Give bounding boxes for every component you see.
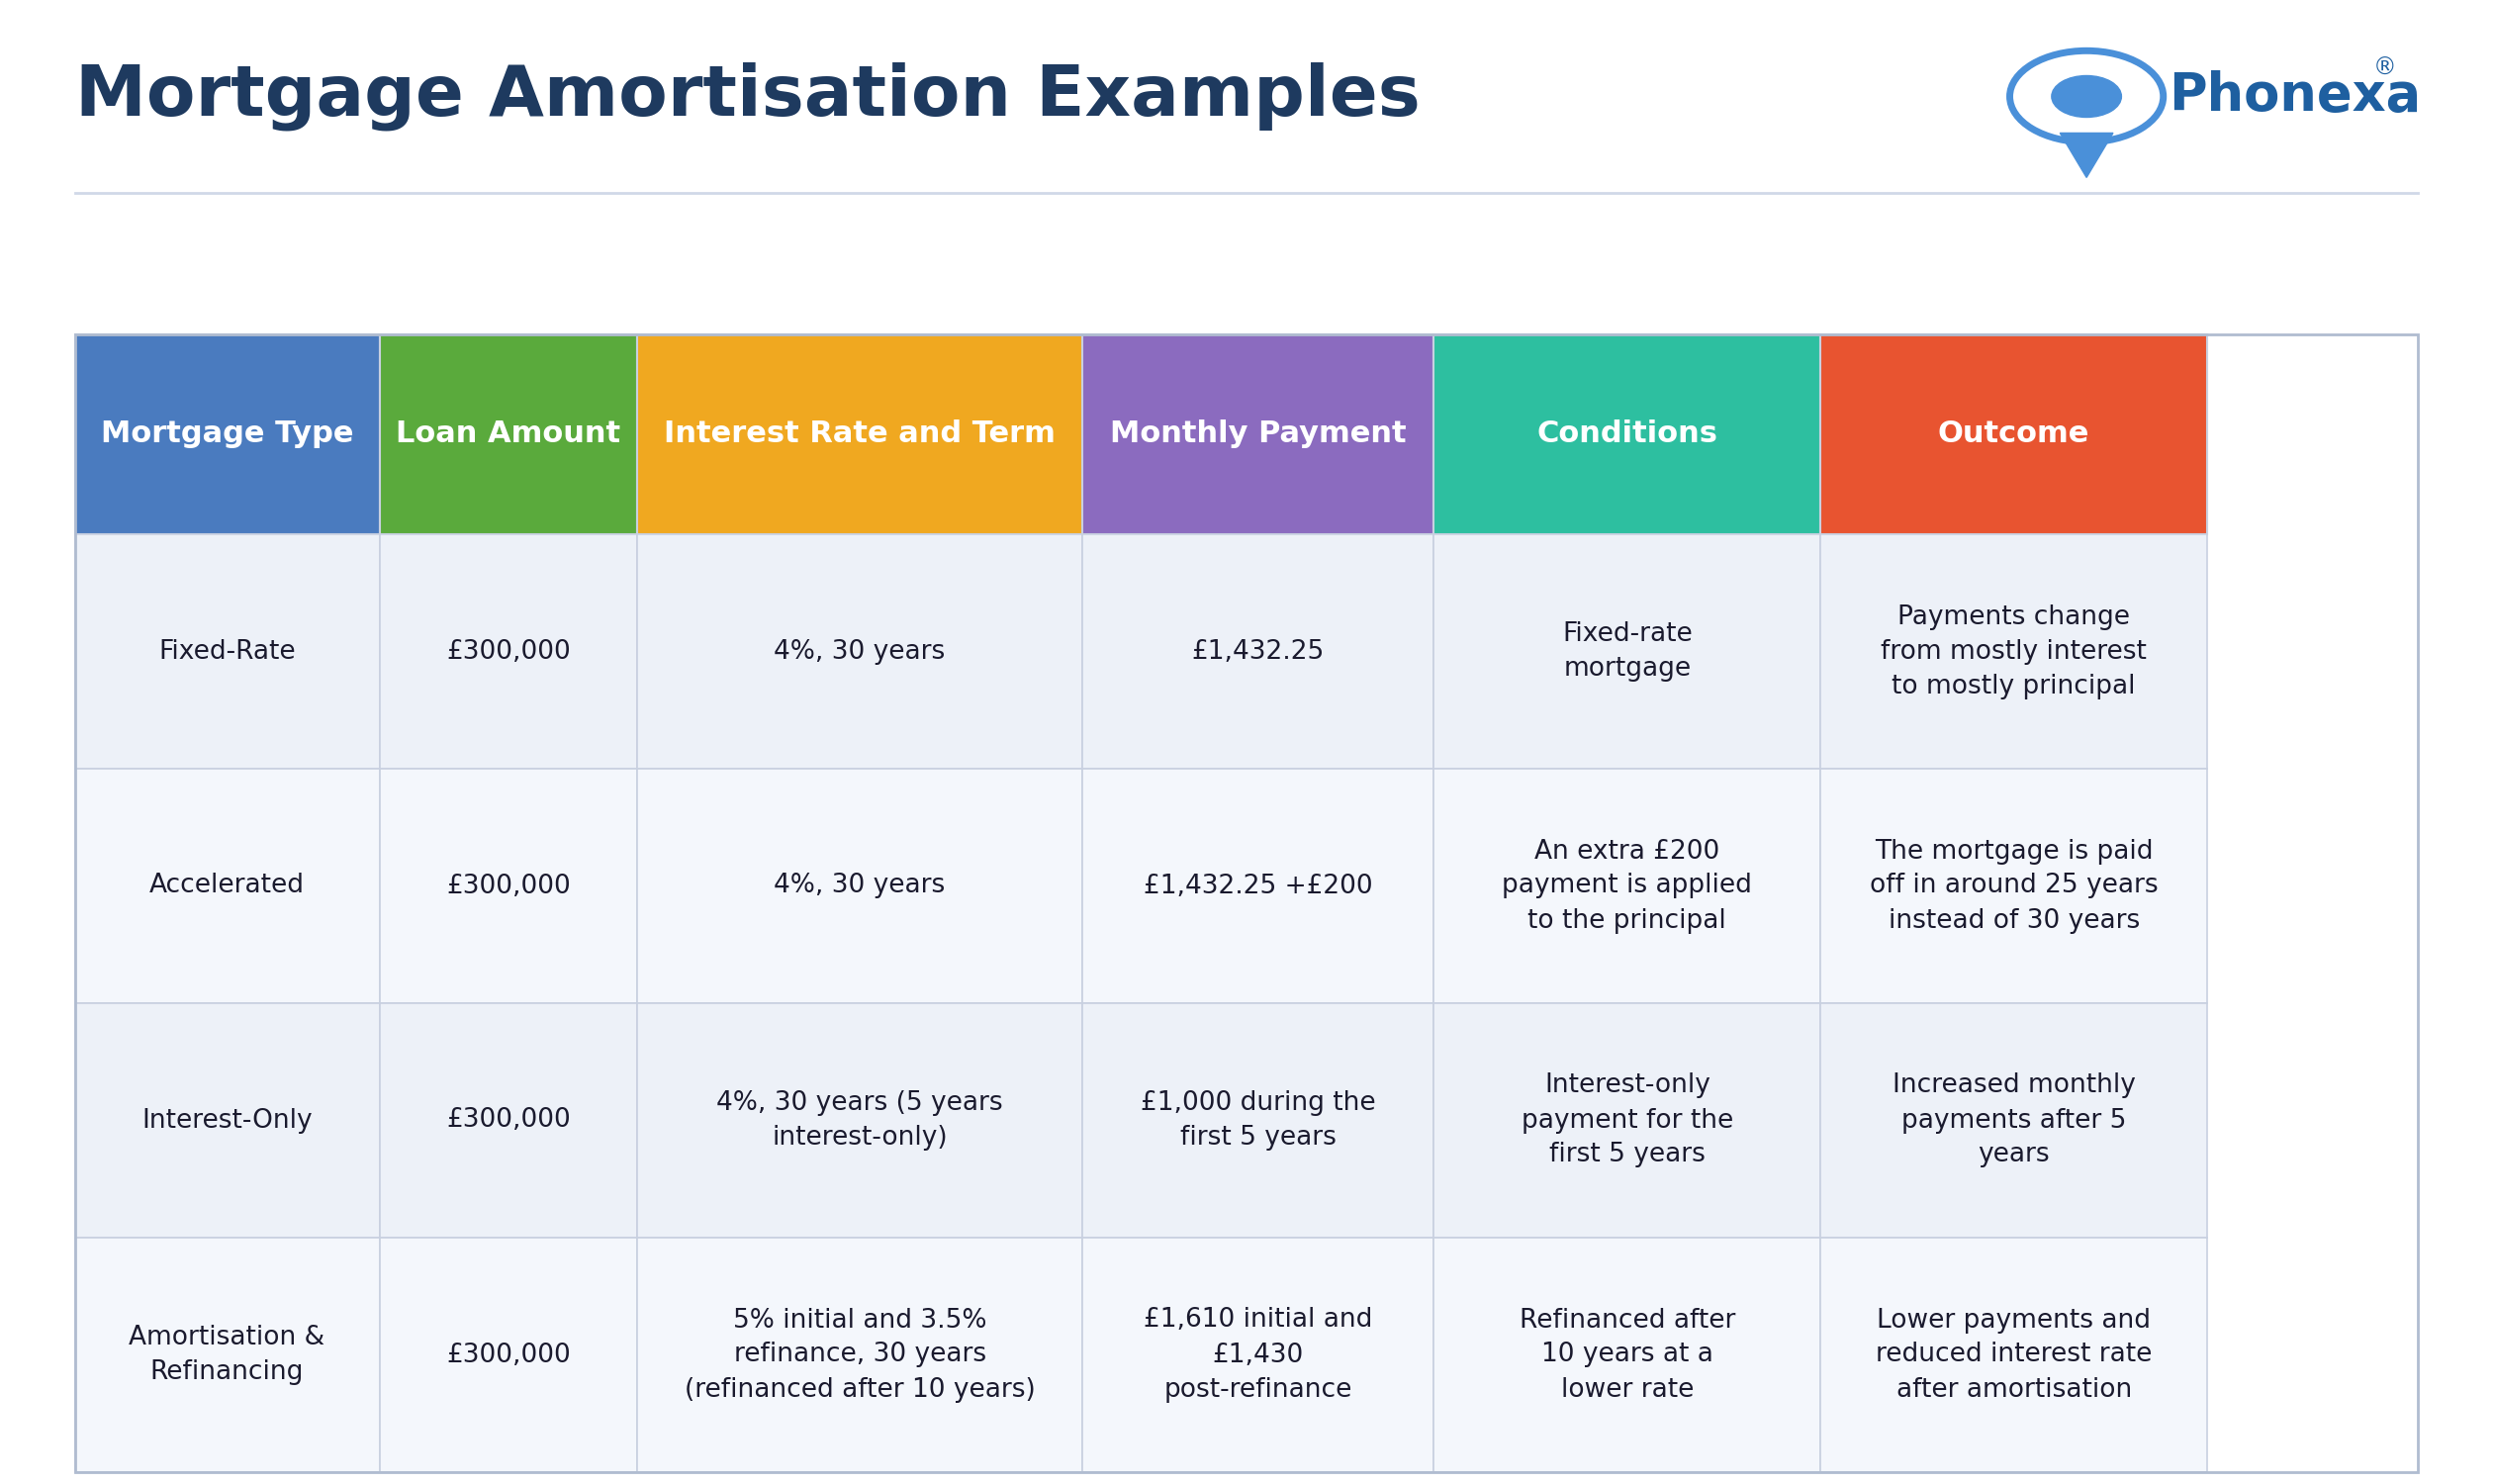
FancyBboxPatch shape	[1821, 334, 2207, 534]
Text: Amortisation &
Refinancing: Amortisation & Refinancing	[130, 1325, 324, 1385]
FancyBboxPatch shape	[75, 1238, 379, 1472]
FancyBboxPatch shape	[75, 769, 379, 1003]
FancyBboxPatch shape	[1434, 334, 1821, 534]
Text: Accelerated: Accelerated	[150, 873, 304, 899]
FancyBboxPatch shape	[379, 334, 636, 534]
Text: Loan Amount: Loan Amount	[397, 420, 621, 448]
Text: £300,000: £300,000	[446, 1342, 571, 1368]
Text: £1,610 initial and
£1,430
post-refinance: £1,610 initial and £1,430 post-refinance	[1145, 1307, 1372, 1402]
FancyBboxPatch shape	[1082, 769, 1434, 1003]
Text: Phonexa: Phonexa	[2170, 71, 2422, 122]
Text: Fixed-rate
mortgage: Fixed-rate mortgage	[1561, 622, 1693, 681]
Text: ®: ®	[2374, 56, 2397, 80]
Text: Interest-only
payment for the
first 5 years: Interest-only payment for the first 5 ye…	[1521, 1073, 1733, 1168]
FancyBboxPatch shape	[1821, 1238, 2207, 1472]
FancyBboxPatch shape	[1082, 334, 1434, 534]
FancyBboxPatch shape	[1082, 534, 1434, 769]
FancyBboxPatch shape	[1434, 1238, 1821, 1472]
Text: Refinanced after
10 years at a
lower rate: Refinanced after 10 years at a lower rat…	[1519, 1307, 1736, 1402]
FancyBboxPatch shape	[1434, 769, 1821, 1003]
Text: 4%, 30 years: 4%, 30 years	[773, 873, 945, 899]
FancyBboxPatch shape	[379, 534, 636, 769]
FancyBboxPatch shape	[636, 769, 1082, 1003]
Text: Conditions: Conditions	[1536, 420, 1718, 448]
Text: Payments change
from mostly interest
to mostly principal: Payments change from mostly interest to …	[1880, 604, 2147, 699]
Text: £300,000: £300,000	[446, 1107, 571, 1134]
FancyBboxPatch shape	[75, 334, 379, 534]
FancyBboxPatch shape	[1434, 534, 1821, 769]
FancyBboxPatch shape	[1434, 1003, 1821, 1238]
FancyBboxPatch shape	[636, 1238, 1082, 1472]
Text: 4%, 30 years (5 years
interest-only): 4%, 30 years (5 years interest-only)	[716, 1091, 1003, 1150]
FancyBboxPatch shape	[379, 1238, 636, 1472]
Text: £1,432.25: £1,432.25	[1192, 638, 1324, 665]
Text: Mortgage Type: Mortgage Type	[100, 420, 354, 448]
Text: An extra £200
payment is applied
to the principal: An extra £200 payment is applied to the …	[1501, 838, 1753, 933]
Text: Increased monthly
payments after 5
years: Increased monthly payments after 5 years	[1893, 1073, 2135, 1168]
FancyBboxPatch shape	[636, 334, 1082, 534]
Circle shape	[2053, 76, 2122, 117]
Text: £1,000 during the
first 5 years: £1,000 during the first 5 years	[1140, 1091, 1377, 1150]
FancyBboxPatch shape	[379, 1003, 636, 1238]
Text: Monthly Payment: Monthly Payment	[1110, 420, 1407, 448]
Text: £300,000: £300,000	[446, 638, 571, 665]
Text: Outcome: Outcome	[1938, 420, 2090, 448]
Text: Interest-Only: Interest-Only	[142, 1107, 312, 1134]
Polygon shape	[2060, 134, 2112, 178]
FancyBboxPatch shape	[1821, 1003, 2207, 1238]
FancyBboxPatch shape	[636, 534, 1082, 769]
Text: £1,432.25 +£200: £1,432.25 +£200	[1145, 873, 1372, 899]
Text: £300,000: £300,000	[446, 873, 571, 899]
Text: Fixed-Rate: Fixed-Rate	[160, 638, 297, 665]
FancyBboxPatch shape	[1082, 1238, 1434, 1472]
FancyBboxPatch shape	[75, 534, 379, 769]
FancyBboxPatch shape	[1821, 769, 2207, 1003]
FancyBboxPatch shape	[1821, 534, 2207, 769]
Text: Interest Rate and Term: Interest Rate and Term	[663, 420, 1055, 448]
FancyBboxPatch shape	[1082, 1003, 1434, 1238]
FancyBboxPatch shape	[379, 769, 636, 1003]
Text: The mortgage is paid
off in around 25 years
instead of 30 years: The mortgage is paid off in around 25 ye…	[1870, 838, 2157, 933]
Text: Lower payments and
reduced interest rate
after amortisation: Lower payments and reduced interest rate…	[1875, 1307, 2152, 1402]
Text: Mortgage Amortisation Examples: Mortgage Amortisation Examples	[75, 62, 1419, 131]
FancyBboxPatch shape	[75, 1003, 379, 1238]
Text: 4%, 30 years: 4%, 30 years	[773, 638, 945, 665]
Text: 5% initial and 3.5%
refinance, 30 years
(refinanced after 10 years): 5% initial and 3.5% refinance, 30 years …	[683, 1307, 1035, 1402]
FancyBboxPatch shape	[636, 1003, 1082, 1238]
